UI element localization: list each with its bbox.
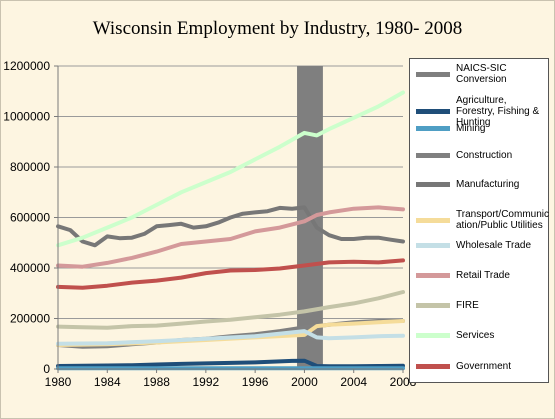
axes xyxy=(54,65,404,373)
legend-swatch-8 xyxy=(416,303,450,308)
series-layer xyxy=(56,90,405,371)
legend-label-5: Transport/Communic ation/Public Utilitie… xyxy=(456,209,549,231)
y-tick-label-5: 1000000 xyxy=(3,110,50,124)
legend-label-4: Manufacturing xyxy=(456,179,520,190)
legend-swatch-0 xyxy=(416,71,450,77)
legend-label-3: Construction xyxy=(456,150,513,161)
legend-swatch-2 xyxy=(416,126,450,131)
legend-label-0: NAICS-SIC Conversion xyxy=(456,63,507,85)
gridlines xyxy=(58,65,403,319)
y-tick-label-6: 1200000 xyxy=(3,59,50,73)
legend-label-1: Agriculture, Forestry, Fishing & Hunting xyxy=(456,95,540,128)
legend-swatch-10 xyxy=(416,364,450,369)
legend-swatch-5 xyxy=(416,217,450,223)
x-tick-labels: 1980 1984 1988 1992 1996 2000 2004 2008 xyxy=(45,375,417,389)
y-tick-label-2: 400000 xyxy=(10,261,50,275)
legend-swatch-3 xyxy=(416,153,450,158)
y-tick-labels: 0 200000 400000 600000 800000 1000000 1200000 xyxy=(3,59,50,376)
legend-swatch-4 xyxy=(416,182,450,187)
x-tick-label-5: 2000 xyxy=(291,375,318,389)
series-line-9 xyxy=(56,90,405,248)
x-tick-label-3: 1992 xyxy=(193,375,220,389)
legend: NAICS-SIC Conversion Agriculture, Forestr… xyxy=(409,58,549,383)
legend-label-6: Wholesale Trade xyxy=(456,240,532,251)
legend-label-9: Services xyxy=(456,330,495,341)
series-line-8 xyxy=(56,290,405,330)
legend-label-7: Retail Trade xyxy=(456,270,510,281)
x-tick-label-6: 2004 xyxy=(340,375,367,389)
series-line-10 xyxy=(56,258,405,290)
y-tick-label-4: 800000 xyxy=(10,160,50,174)
chart-title: Wisconsin Employment by Industry, 1980- … xyxy=(92,18,463,39)
legend-swatch-7 xyxy=(416,273,450,278)
legend-label-2: Mining xyxy=(456,123,486,134)
series-line-4 xyxy=(56,205,405,248)
legend-swatch-1 xyxy=(416,109,450,114)
legend-swatch-6 xyxy=(416,243,450,248)
y-tick-label-0: 0 xyxy=(43,362,50,376)
y-tick-label-1: 200000 xyxy=(10,312,50,326)
y-tick-label-3: 600000 xyxy=(10,211,50,225)
x-tick-label-1: 1984 xyxy=(94,375,121,389)
series-line-7 xyxy=(56,205,405,269)
series-line-1 xyxy=(56,358,405,369)
legend-label-10: Government xyxy=(456,361,512,372)
x-tick-label-2: 1988 xyxy=(143,375,170,389)
legend-swatch-9 xyxy=(416,333,450,338)
legend-label-8: FIRE xyxy=(456,300,479,311)
x-tick-label-0: 1980 xyxy=(45,375,72,389)
series-line-6 xyxy=(56,329,405,346)
x-tick-label-4: 1996 xyxy=(242,375,269,389)
